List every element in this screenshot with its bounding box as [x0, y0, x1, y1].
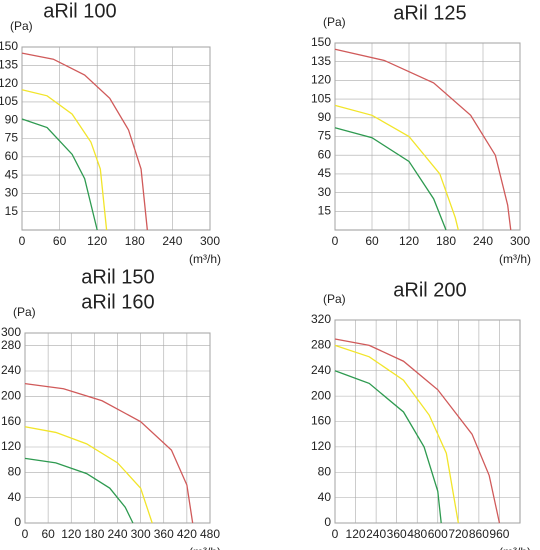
y-axis-label: (Pa)	[13, 305, 36, 319]
curve	[24, 383, 194, 524]
chart-title: aRil 100	[43, 0, 116, 22]
y-tick-label: 60	[5, 149, 19, 163]
y-tick-label: 240	[311, 363, 331, 377]
y-tick-label: 280	[311, 338, 331, 352]
x-tick-label: 60	[53, 234, 67, 248]
chart-title: aRil 160	[81, 291, 154, 313]
y-tick-label: 120	[311, 73, 331, 87]
x-tick-label: 300	[200, 234, 220, 248]
y-tick-label: 120	[1, 439, 21, 453]
chart-title: aRil 150	[81, 266, 154, 288]
y-tick-label: 15	[5, 204, 19, 218]
x-axis-label: (m³/h)	[189, 545, 221, 550]
x-tick-label: 0	[19, 234, 26, 248]
x-tick-label: 300	[510, 234, 530, 248]
y-tick-label: 300	[1, 325, 21, 339]
y-tick-label: 60	[318, 147, 332, 161]
chart-title: aRil 200	[393, 279, 466, 301]
curve	[334, 344, 459, 524]
x-tick-label: 860	[469, 527, 489, 541]
x-tick-label: 120	[399, 234, 419, 248]
y-tick-label: 45	[5, 167, 19, 181]
y-tick-label: 45	[318, 166, 332, 180]
y-tick-label: 90	[5, 112, 19, 126]
y-tick-label: 40	[8, 490, 22, 504]
y-tick-label: 135	[311, 54, 331, 68]
x-tick-label: 0	[332, 527, 339, 541]
y-tick-label: 160	[1, 414, 21, 428]
y-tick-label: 75	[5, 131, 19, 145]
y-tick-label: 30	[5, 186, 19, 200]
curve	[21, 52, 148, 231]
curve	[334, 127, 447, 231]
y-tick-label: 0	[324, 515, 331, 529]
x-tick-label: 180	[436, 234, 456, 248]
x-tick-label: 60	[365, 234, 379, 248]
y-tick-label: 80	[8, 465, 22, 479]
x-tick-label: 300	[131, 527, 151, 541]
y-tick-label: 105	[0, 94, 18, 108]
y-tick-label: 120	[311, 439, 331, 453]
y-axis-label: (Pa)	[10, 19, 33, 33]
x-tick-label: 600	[428, 527, 448, 541]
x-axis-label: (m³/h)	[189, 252, 221, 266]
y-tick-label: 150	[0, 39, 18, 53]
x-tick-label: 180	[84, 527, 104, 541]
curve	[334, 104, 459, 231]
y-tick-label: 240	[1, 363, 21, 377]
x-tick-label: 720	[448, 527, 468, 541]
x-tick-label: 0	[332, 234, 339, 248]
curve	[334, 48, 512, 231]
y-tick-label: 105	[311, 91, 331, 105]
x-tick-label: 60	[41, 527, 55, 541]
y-tick-label: 75	[318, 129, 332, 143]
y-tick-label: 320	[311, 312, 331, 326]
y-tick-label: 90	[318, 110, 332, 124]
y-axis-label: (Pa)	[323, 292, 346, 306]
curve	[334, 338, 501, 524]
y-tick-label: 120	[0, 76, 18, 90]
curve	[24, 457, 134, 524]
x-tick-label: 360	[154, 527, 174, 541]
y-tick-label: 80	[318, 464, 332, 478]
x-tick-label: 240	[107, 527, 127, 541]
x-tick-label: 120	[61, 527, 81, 541]
x-tick-label: 360	[387, 527, 407, 541]
y-axis-label: (Pa)	[323, 15, 346, 29]
x-axis-label: (m³/h)	[499, 252, 531, 266]
x-tick-label: 240	[473, 234, 493, 248]
y-tick-label: 40	[318, 490, 332, 504]
y-tick-label: 150	[311, 35, 331, 49]
x-tick-label: 240	[366, 527, 386, 541]
y-tick-label: 160	[311, 414, 331, 428]
x-tick-label: 180	[125, 234, 145, 248]
x-tick-label: 240	[162, 234, 182, 248]
curve	[24, 426, 153, 524]
y-tick-label: 200	[1, 389, 21, 403]
x-tick-label: 480	[407, 527, 427, 541]
chart-title: aRil 125	[393, 2, 466, 24]
x-axis-label: (m³/h)	[499, 545, 531, 550]
y-tick-label: 135	[0, 57, 18, 71]
x-tick-label: 120	[87, 234, 107, 248]
curve	[334, 370, 442, 524]
y-tick-label: 280	[1, 338, 21, 352]
y-tick-label: 0	[14, 515, 21, 529]
x-tick-label: 420	[177, 527, 197, 541]
curve	[21, 89, 108, 231]
y-tick-label: 30	[318, 185, 332, 199]
curve	[21, 118, 98, 231]
y-tick-label: 15	[318, 203, 332, 217]
x-tick-label: 480	[200, 527, 220, 541]
x-tick-label: 0	[22, 527, 29, 541]
x-tick-label: 120	[346, 527, 366, 541]
x-tick-label: 960	[489, 527, 509, 541]
y-tick-label: 200	[311, 388, 331, 402]
